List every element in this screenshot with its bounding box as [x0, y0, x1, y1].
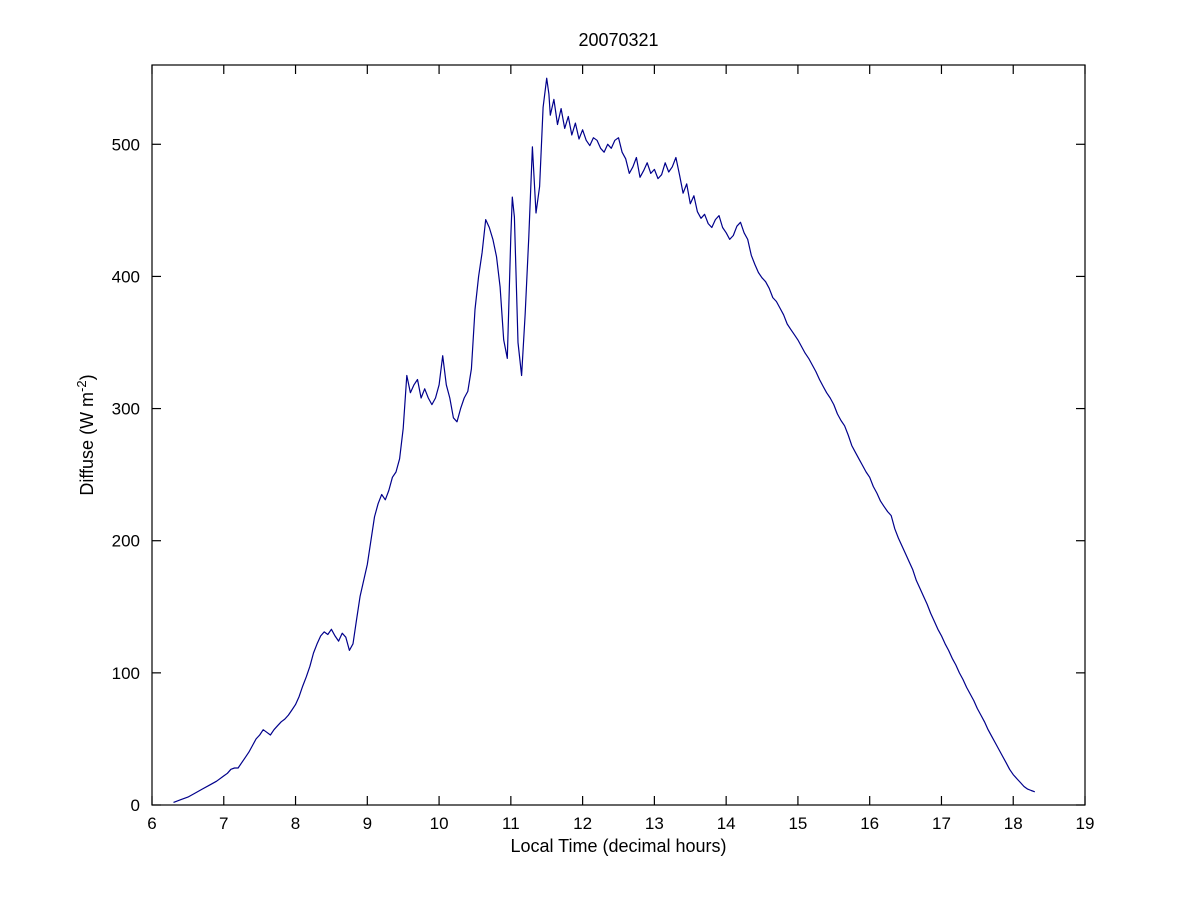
y-axis-label-exponent: -2	[74, 380, 89, 392]
x-axis-label: Local Time (decimal hours)	[510, 836, 727, 856]
x-tick-label: 9	[363, 814, 372, 833]
diffuse-series-line	[173, 77, 1036, 803]
x-tick-label: 15	[788, 814, 807, 833]
x-tick-label: 11	[502, 814, 520, 833]
x-tick-label: 7	[219, 814, 228, 833]
chart-title: 20070321	[578, 30, 659, 50]
x-tick-label: 10	[430, 814, 449, 833]
x-tick-label: 18	[1004, 814, 1023, 833]
x-tick-label: 6	[147, 814, 156, 833]
axes-box	[151, 64, 1086, 806]
x-tick-label: 19	[1076, 814, 1095, 833]
y-axis-label: Diffuse (W m-2)	[74, 374, 98, 495]
y-axis-label-suffix: )	[77, 374, 97, 381]
x-tick-label: 14	[717, 814, 736, 833]
x-tick-label: 16	[860, 814, 879, 833]
y-tick-label: 100	[112, 664, 140, 683]
x-tick-label: 17	[932, 814, 951, 833]
y-tick-label: 400	[112, 267, 140, 286]
x-tick-label: 8	[291, 814, 300, 833]
y-tick-label: 0	[131, 796, 140, 815]
y-tick-label: 300	[112, 400, 140, 419]
y-tick-label: 200	[112, 532, 140, 551]
y-tick-label: 500	[112, 135, 140, 154]
x-tick-label: 13	[645, 814, 664, 833]
y-axis-label-prefix: Diffuse (W m	[77, 391, 97, 496]
x-tick-label: 12	[573, 814, 592, 833]
